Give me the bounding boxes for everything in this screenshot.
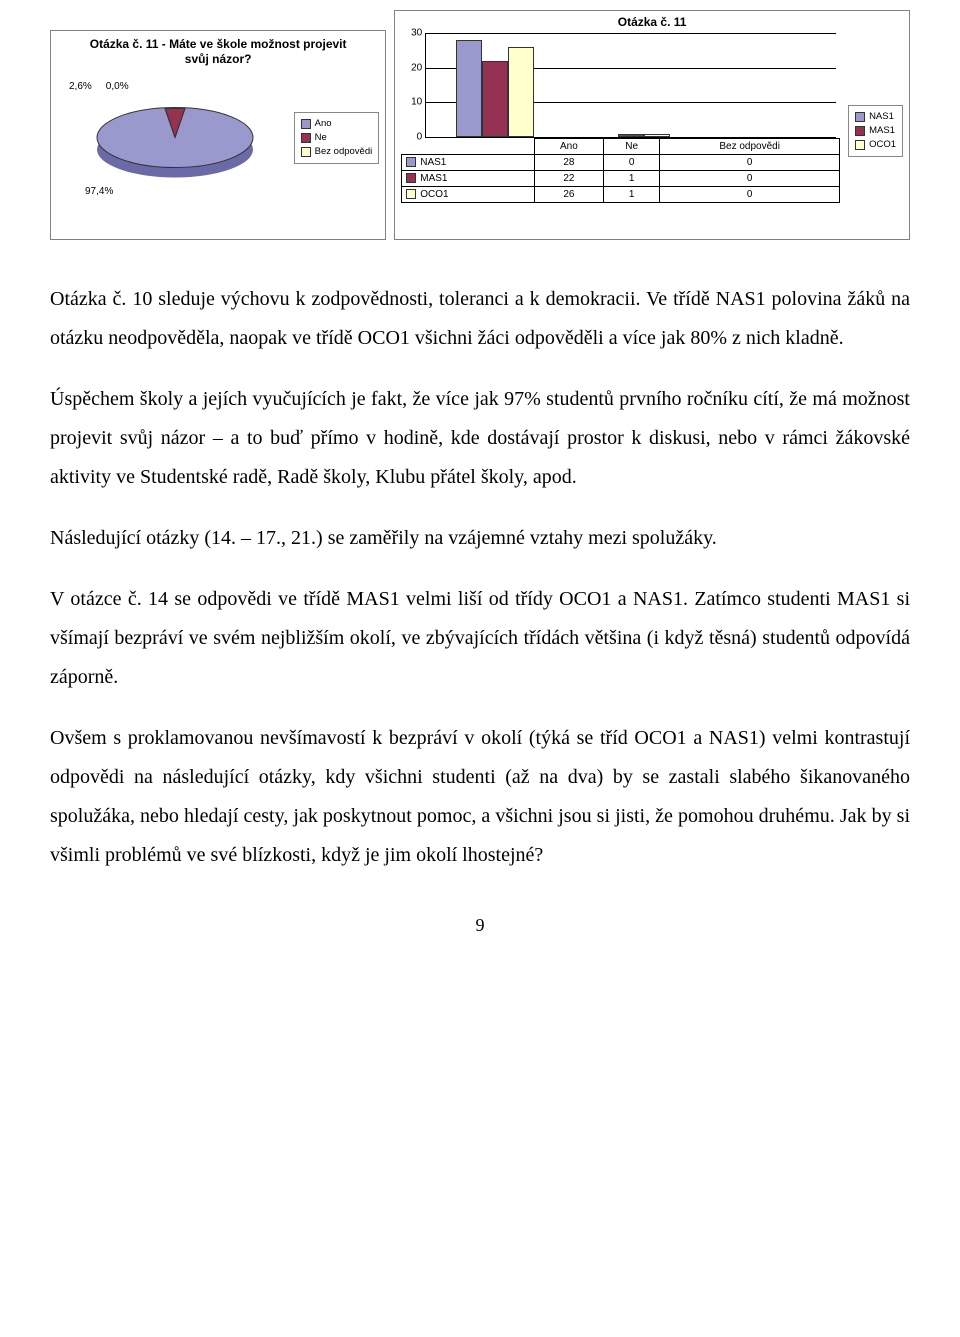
- page-number: 9: [50, 915, 910, 936]
- table-header: Ne: [604, 139, 660, 155]
- ytick: 10: [402, 97, 422, 108]
- swatch-bez: [301, 147, 311, 157]
- bar: [508, 47, 534, 137]
- bar-group: [563, 33, 700, 137]
- table-cell: 0: [660, 187, 840, 203]
- bar: [644, 134, 670, 137]
- bar-title: Otázka č. 11: [395, 11, 909, 29]
- bar-legend-mas1: MAS1: [869, 124, 895, 138]
- bar-chart: 0102030: [425, 33, 836, 138]
- pie-legend-ano: Ano: [315, 117, 332, 131]
- table-row: NAS12800: [402, 155, 840, 171]
- swatch-ano: [301, 119, 311, 129]
- series-swatch: [406, 189, 416, 199]
- table-row: OCO12610: [402, 187, 840, 203]
- table-row: MAS12210: [402, 171, 840, 187]
- pie-3d-svg: [90, 98, 260, 188]
- pie-pct-ne: 2,6%: [69, 81, 92, 92]
- pie-chart-panel: Otázka č. 11 - Máte ve škole možnost pro…: [50, 30, 386, 240]
- table-cell: 0: [604, 155, 660, 171]
- pie-title: Otázka č. 11 - Máte ve škole možnost pro…: [51, 31, 385, 69]
- bar-legend: NAS1 MAS1 OCO1: [848, 105, 903, 158]
- ytick: 0: [402, 132, 422, 143]
- bar-group: [699, 33, 836, 137]
- ytick: 30: [402, 28, 422, 39]
- swatch-mas1: [855, 126, 865, 136]
- pie-legend-ne: Ne: [315, 131, 327, 145]
- table-cell: 26: [534, 187, 603, 203]
- swatch-oco1: [855, 140, 865, 150]
- table-header: Bez odpovědi: [660, 139, 840, 155]
- table-cell: 28: [534, 155, 603, 171]
- series-swatch: [406, 157, 416, 167]
- bar: [482, 61, 508, 137]
- table-cell: 0: [660, 171, 840, 187]
- ytick: 20: [402, 62, 422, 73]
- bar: [456, 40, 482, 137]
- pie-legend: Ano Ne Bez odpovědi: [294, 112, 380, 165]
- pie-area: 2,6% 0,0% 97,4%: [57, 73, 294, 203]
- bar-legend-oco1: OCO1: [869, 138, 896, 152]
- swatch-nas1: [855, 112, 865, 122]
- table-cell: 22: [534, 171, 603, 187]
- data-table: AnoNeBez odpovědiNAS12800MAS12210OCO1261…: [401, 138, 840, 203]
- table-cell: 0: [660, 155, 840, 171]
- swatch-ne: [301, 133, 311, 143]
- bar: [618, 134, 644, 137]
- pie-pct-bez: 0,0%: [106, 81, 129, 92]
- bar-group: [426, 33, 563, 137]
- pie-title-line1: Otázka č. 11 - Máte ve škole možnost pro…: [90, 37, 347, 51]
- pie-title-line2: svůj názor?: [185, 52, 252, 66]
- table-cell: 1: [604, 171, 660, 187]
- table-cell: 1: [604, 187, 660, 203]
- bar-legend-nas1: NAS1: [869, 110, 894, 124]
- paragraph-5: Ovšem s proklamovanou nevšímavostí k bez…: [50, 719, 910, 875]
- bar-chart-panel: Otázka č. 11 0102030 AnoNeBez odpovědiNA…: [394, 10, 910, 240]
- paragraph-3: Následující otázky (14. – 17., 21.) se z…: [50, 519, 910, 558]
- series-swatch: [406, 173, 416, 183]
- body-text: Otázka č. 10 sleduje výchovu k zodpovědn…: [50, 280, 910, 875]
- paragraph-1: Otázka č. 10 sleduje výchovu k zodpovědn…: [50, 280, 910, 358]
- pie-pct-ano: 97,4%: [85, 186, 113, 197]
- paragraph-2: Úspěchem školy a jejích vyučujících je f…: [50, 380, 910, 497]
- table-header: Ano: [534, 139, 603, 155]
- pie-legend-bez: Bez odpovědi: [315, 145, 373, 159]
- paragraph-4: V otázce č. 14 se odpovědi ve třídě MAS1…: [50, 580, 910, 697]
